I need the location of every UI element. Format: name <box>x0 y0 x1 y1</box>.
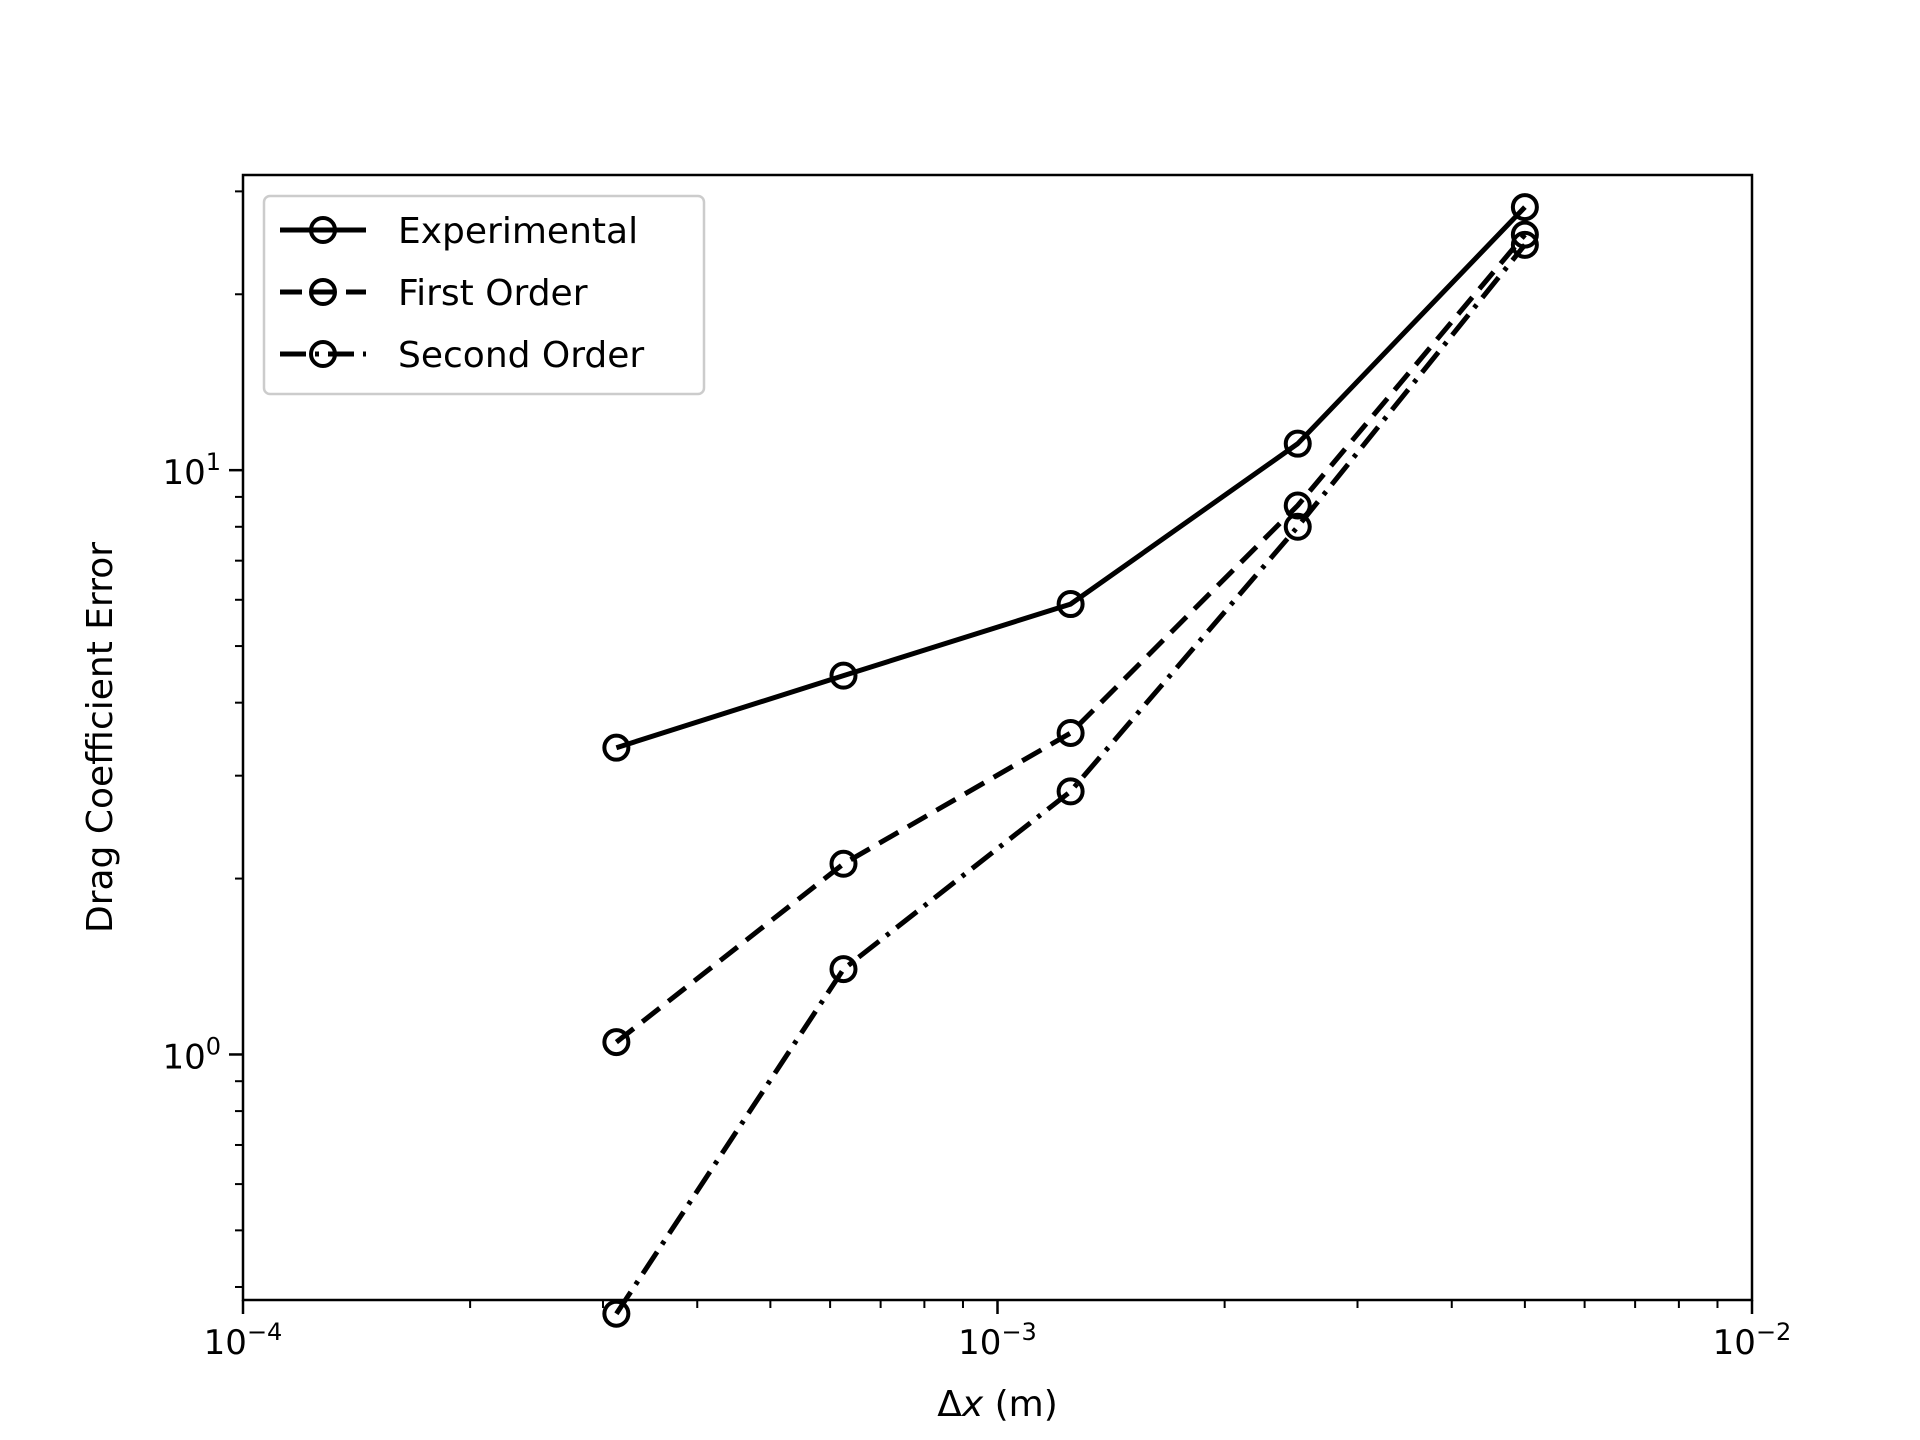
series-1 <box>602 193 1539 762</box>
series-2-point-1 <box>602 1028 631 1057</box>
series-3-point-3 <box>1056 777 1085 806</box>
y-tick-label-2: 101 <box>162 448 221 493</box>
x-tick-label-2-base: 10 <box>958 1323 1001 1363</box>
y-tick-label-1: 100 <box>162 1032 221 1077</box>
legend: Experimental First Order Second Order <box>262 194 706 396</box>
legend-label-1: Experimental <box>398 211 638 252</box>
x-axis-label-symbol: Δ <box>937 1384 962 1425</box>
series-1-point-4 <box>1283 429 1312 458</box>
series-2-point-3 <box>1056 718 1085 747</box>
series-3-point-4 <box>1283 512 1312 541</box>
series-2-point-4 <box>1283 491 1312 520</box>
x-tick-label-1-exp: −4 <box>247 1318 282 1346</box>
series-layer <box>602 193 1539 1328</box>
ticks-layer <box>229 190 1754 1314</box>
y-tick-label-1-base: 10 <box>162 1037 205 1077</box>
x-tick-label-3: 10−2 <box>1713 1318 1792 1363</box>
legend-entry-1: Experimental <box>280 211 638 252</box>
x-axis-label-unit: (m) <box>983 1384 1058 1425</box>
legend-entry-3: Second Order <box>280 335 644 376</box>
series-3 <box>602 230 1539 1328</box>
series-line-1 <box>615 205 1527 751</box>
series-3-point-2 <box>829 955 858 984</box>
legend-label-2: First Order <box>398 273 588 314</box>
x-tick-label-2-exp: −3 <box>1001 1318 1036 1346</box>
y-tick-label-2-exp: 1 <box>206 448 221 476</box>
x-tick-label-1: 10−4 <box>204 1318 283 1363</box>
series-2-point-2 <box>829 849 858 878</box>
legend-label-3: Second Order <box>398 335 644 376</box>
x-tick-label-3-exp: −2 <box>1756 1318 1791 1346</box>
x-axis-label: Δx (m) <box>937 1384 1058 1425</box>
y-axis-label: Drag Coefficient Error <box>80 542 121 933</box>
legend-entry-2: First Order <box>280 273 588 314</box>
x-tick-labels: 10−4 10−3 10−2 <box>204 1318 1792 1363</box>
series-1-point-5 <box>1510 193 1539 222</box>
series-1-point-2 <box>829 661 858 690</box>
legend-marker-1 <box>309 216 337 244</box>
y-tick-label-2-base: 10 <box>162 453 205 493</box>
series-line-2 <box>614 232 1527 1045</box>
x-tick-label-1-base: 10 <box>204 1323 247 1363</box>
y-tick-label-1-exp: 0 <box>206 1032 221 1060</box>
legend-marker-3 <box>309 340 337 368</box>
x-tick-label-3-base: 10 <box>1713 1323 1756 1363</box>
series-3-point-1 <box>602 1299 631 1328</box>
x-axis-label-var: x <box>961 1384 984 1425</box>
series-3-point-5 <box>1510 230 1539 259</box>
series-1-point-1 <box>602 733 631 762</box>
x-tick-label-2: 10−3 <box>958 1318 1037 1363</box>
legend-marker-2 <box>309 278 337 306</box>
legend-frame <box>262 194 706 396</box>
series-1-point-3 <box>1056 590 1085 619</box>
series-line-3 <box>614 243 1527 1316</box>
